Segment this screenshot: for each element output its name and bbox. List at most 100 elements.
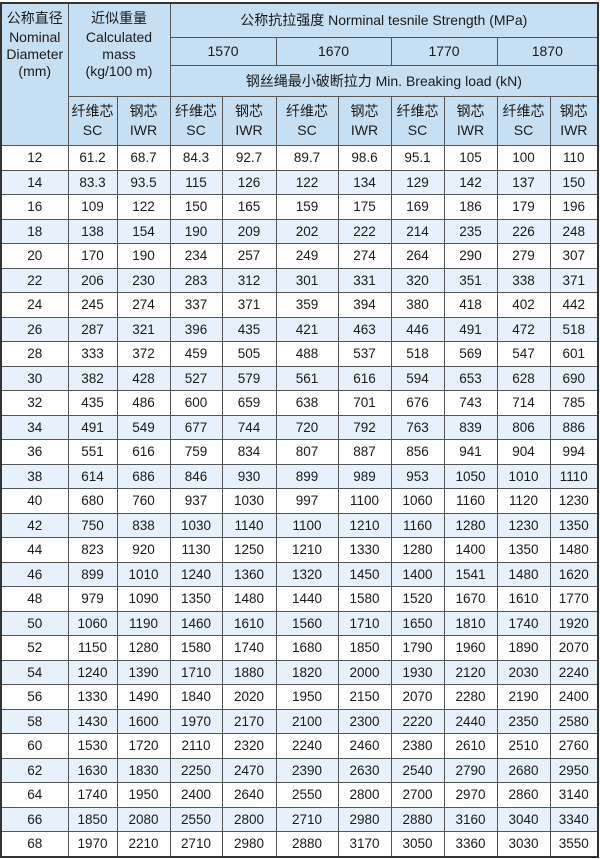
table-row: 68 1970 2210 2710 2980 2880 3170 3050 3360 3030 35…: [0, 831, 599, 857]
table-cell: 1450: [337, 561, 392, 587]
table-cell: 720: [275, 414, 339, 440]
header-strength-title: 公称抗拉强度 Norminal tesnile Strength (MPa): [169, 2, 599, 38]
table-cell: 569: [443, 341, 498, 367]
table-row: 48 979 1090 1350 1480 1440 1580 1520 1670 1610 177…: [0, 586, 599, 612]
table-cell: 600: [169, 390, 223, 416]
table-cell: 1240: [67, 659, 118, 685]
table-cell: 279: [496, 243, 551, 269]
table-cell: 84.3: [169, 145, 223, 171]
diameter-en1: Nominal: [9, 29, 61, 45]
table-cell: 1150: [67, 635, 118, 661]
table-cell: 920: [116, 537, 171, 563]
table-cell: 2320: [221, 733, 277, 759]
table-cell: 806: [496, 414, 551, 440]
table-cell: 1090: [116, 586, 171, 612]
core-label-en: IWR: [560, 122, 588, 138]
table-cell: 2300: [337, 708, 392, 734]
table-row: 34 491 549 677 744 720 792 763 839 806 886: [0, 414, 599, 440]
table-cell: 1030: [169, 512, 223, 538]
cell-diameter: 18: [0, 218, 69, 244]
table-cell: 579: [221, 365, 277, 391]
table-cell: 1710: [169, 659, 223, 685]
table-cell: 2070: [390, 684, 445, 710]
table-cell: 1030: [221, 488, 277, 514]
table-cell: 179: [496, 194, 551, 220]
table-cell: 1330: [67, 684, 118, 710]
table-cell: 1350: [169, 586, 223, 612]
cell-diameter: 66: [0, 806, 69, 832]
table-cell: 2190: [496, 684, 551, 710]
table-cell: 2540: [390, 757, 445, 783]
core-label-zh: 纤维芯: [396, 103, 439, 119]
table-cell: 1230: [496, 512, 551, 538]
table-cell: 2860: [496, 782, 551, 808]
core-label-en: SC: [297, 122, 317, 138]
header-steel-core: 钢芯 IWR: [443, 96, 498, 146]
table-cell: 505: [221, 341, 277, 367]
table-cell: 196: [549, 194, 599, 220]
table-cell: 2380: [390, 733, 445, 759]
table-cell: 418: [443, 292, 498, 318]
table-cell: 2250: [169, 757, 223, 783]
table-cell: 1970: [67, 831, 118, 857]
table-cell: 2390: [275, 757, 339, 783]
table-cell: 1680: [275, 635, 339, 661]
mass-en1: Calculated: [85, 29, 153, 45]
table-cell: 351: [443, 267, 498, 293]
table-cell: 846: [169, 463, 223, 489]
table-row: 18 138 154 190 209 202 222 214 235 226 248: [0, 218, 599, 244]
table-cell: 3360: [443, 831, 498, 857]
table-cell: 1460: [169, 610, 223, 636]
table-cell: 701: [337, 390, 392, 416]
table-cell: 93.5: [116, 169, 171, 195]
table-row: 52 1150 1280 1580 1740 1680 1850 1790 1960 1890 20…: [0, 635, 599, 661]
table-cell: 2950: [549, 757, 599, 783]
table-cell: 839: [443, 414, 498, 440]
table-cell: 1620: [549, 561, 599, 587]
table-cell: 1130: [169, 537, 223, 563]
cell-diameter: 14: [0, 169, 69, 195]
table-row: 16 109 122 150 165 159 175 169 186 179 196: [0, 194, 599, 220]
table-cell: 3340: [549, 806, 599, 832]
table-cell: 886: [549, 414, 599, 440]
table-cell: 2580: [549, 708, 599, 734]
table-cell: 2800: [337, 782, 392, 808]
table-cell: 89.7: [275, 145, 339, 171]
table-cell: 1530: [67, 733, 118, 759]
table-cell: 3140: [549, 782, 599, 808]
table-cell: 1060: [67, 610, 118, 636]
header-steel-core: 钢芯 IWR: [549, 96, 599, 146]
table-cell: 321: [116, 316, 171, 342]
table-cell: 930: [221, 463, 277, 489]
table-cell: 1250: [221, 537, 277, 563]
cell-diameter: 28: [0, 341, 69, 367]
table-cell: 714: [496, 390, 551, 416]
cell-diameter: 40: [0, 488, 69, 514]
table-cell: 248: [549, 218, 599, 244]
core-label-en: SC: [82, 122, 103, 138]
table-cell: 979: [67, 586, 118, 612]
core-label-en: SC: [407, 122, 428, 138]
table-cell: 1160: [443, 488, 498, 514]
table-cell: 2790: [443, 757, 498, 783]
table-cell: 129: [390, 169, 445, 195]
table-cell: 1240: [169, 561, 223, 587]
table-row: 36 551 616 759 834 807 887 856 941 904 994: [0, 439, 599, 465]
table-cell: 134: [337, 169, 392, 195]
table-cell: 838: [116, 512, 171, 538]
table-cell: 137: [496, 169, 551, 195]
table-cell: 421: [275, 316, 339, 342]
core-label-zh: 钢芯: [559, 103, 588, 119]
table-row: 44 823 920 1130 1250 1210 1330 1280 1400 1350 1480: [0, 537, 599, 563]
cell-diameter: 20: [0, 243, 69, 269]
header-fiber-core: 纤维芯 SC: [67, 96, 118, 146]
grade-1770: 1770: [390, 37, 498, 66]
cell-diameter: 38: [0, 463, 69, 489]
table-cell: 2460: [337, 733, 392, 759]
table-cell: 2020: [221, 684, 277, 710]
table-cell: 186: [443, 194, 498, 220]
table-row: 58 1430 1600 1970 2170 2100 2300 2220 2440 2350 25…: [0, 708, 599, 734]
diameter-en2: Diameter: [6, 46, 64, 62]
table-cell: 2700: [390, 782, 445, 808]
